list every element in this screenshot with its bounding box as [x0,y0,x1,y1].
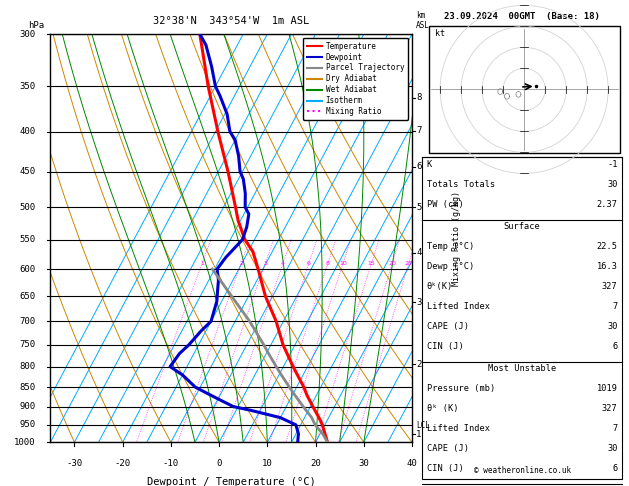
Text: 22.5: 22.5 [596,242,618,251]
Text: Lifted Index: Lifted Index [426,424,489,434]
Text: Surface: Surface [504,222,540,231]
Text: 350: 350 [19,82,36,91]
Text: 1: 1 [200,261,204,266]
Text: 16.3: 16.3 [596,262,618,271]
Legend: Temperature, Dewpoint, Parcel Trajectory, Dry Adiabat, Wet Adiabat, Isotherm, Mi: Temperature, Dewpoint, Parcel Trajectory… [303,38,408,120]
Text: 700: 700 [19,317,36,326]
Text: PW (cm): PW (cm) [426,200,464,208]
Text: 5: 5 [416,203,421,212]
Text: -30: -30 [67,459,82,468]
Text: 650: 650 [19,292,36,301]
Text: 950: 950 [19,420,36,429]
Text: 30: 30 [607,322,618,331]
Text: hPa: hPa [28,21,44,30]
Text: Mixing Ratio (g/kg): Mixing Ratio (g/kg) [452,191,461,286]
Text: 300: 300 [19,30,36,38]
Text: 327: 327 [602,404,618,414]
Text: CAPE (J): CAPE (J) [426,445,469,453]
Text: 30: 30 [607,180,618,189]
Text: 6: 6 [416,162,421,172]
Text: 7: 7 [612,302,618,311]
Text: Totals Totals: Totals Totals [426,180,495,189]
Text: θᵏ(K): θᵏ(K) [426,282,453,291]
Text: 0: 0 [216,459,222,468]
Text: 4: 4 [281,261,285,266]
Text: 3: 3 [416,298,421,307]
Text: 20: 20 [310,459,321,468]
Bar [423,157,621,479]
Text: 1000: 1000 [14,438,36,447]
Text: 850: 850 [19,382,36,392]
Text: 7: 7 [612,424,618,434]
Text: θᵏ (K): θᵏ (K) [426,404,458,414]
Text: 10: 10 [262,459,273,468]
Text: 900: 900 [19,402,36,411]
Text: 6: 6 [307,261,311,266]
Text: 6: 6 [612,342,618,351]
Text: LCL: LCL [416,421,430,431]
Text: 1: 1 [416,430,421,438]
Text: 750: 750 [19,340,36,349]
Text: 4: 4 [416,248,421,258]
Text: 23.09.2024  00GMT  (Base: 18): 23.09.2024 00GMT (Base: 18) [444,12,600,21]
Text: -20: -20 [114,459,131,468]
Bar [429,26,620,153]
Text: 450: 450 [19,167,36,176]
Text: 500: 500 [19,203,36,212]
Text: 2: 2 [239,261,243,266]
Text: © weatheronline.co.uk: © weatheronline.co.uk [474,467,571,475]
Text: 3: 3 [263,261,267,266]
Text: 10: 10 [339,261,347,266]
Text: Lifted Index: Lifted Index [426,302,489,311]
Text: Dewpoint / Temperature (°C): Dewpoint / Temperature (°C) [147,477,316,486]
Text: 1019: 1019 [596,384,618,394]
Text: K: K [426,160,432,169]
Text: 8: 8 [416,93,421,102]
Text: 8: 8 [326,261,330,266]
Text: 30: 30 [607,445,618,453]
Text: -1: -1 [607,160,618,169]
Text: 2.37: 2.37 [596,200,618,208]
Text: 6: 6 [612,465,618,473]
Text: 550: 550 [19,235,36,244]
Text: -10: -10 [163,459,179,468]
Text: 40: 40 [406,459,418,468]
Text: 20: 20 [388,261,396,266]
Text: Most Unstable: Most Unstable [488,364,556,373]
Text: Dewp (°C): Dewp (°C) [426,262,474,271]
Text: 30: 30 [359,459,369,468]
Text: 32°38'N  343°54'W  1m ASL: 32°38'N 343°54'W 1m ASL [153,16,309,26]
Text: kt: kt [435,29,445,38]
Text: 400: 400 [19,127,36,136]
Text: CIN (J): CIN (J) [426,465,464,473]
Text: CAPE (J): CAPE (J) [426,322,469,331]
Text: 600: 600 [19,264,36,274]
Text: 15: 15 [367,261,376,266]
Text: 7: 7 [416,126,421,135]
Text: 800: 800 [19,362,36,371]
Text: 2: 2 [416,360,421,369]
Text: km
ASL: km ASL [416,11,430,30]
Text: CIN (J): CIN (J) [426,342,464,351]
Text: Pressure (mb): Pressure (mb) [426,384,495,394]
Text: 25: 25 [405,261,413,266]
Text: Temp (°C): Temp (°C) [426,242,474,251]
Text: 327: 327 [602,282,618,291]
